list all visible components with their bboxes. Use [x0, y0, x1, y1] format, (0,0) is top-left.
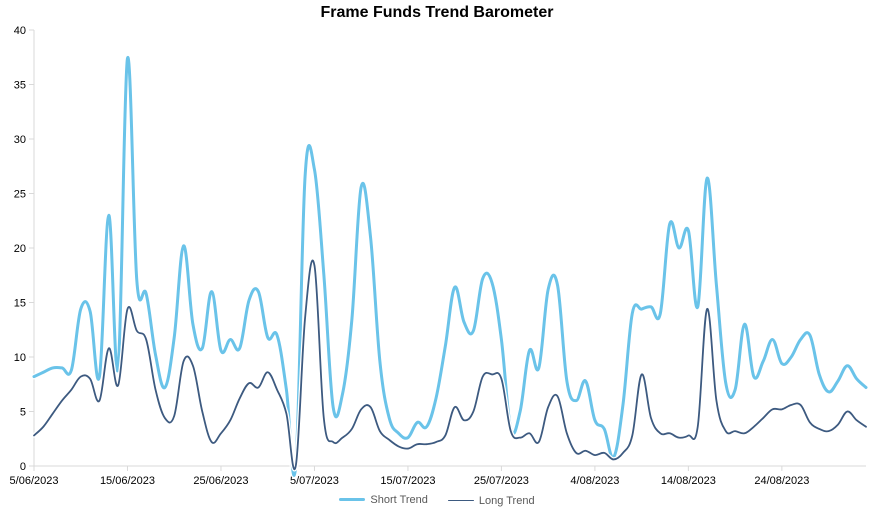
chart-container: Frame Funds Trend Barometer 051015202530…: [0, 0, 874, 518]
svg-text:5/07/2023: 5/07/2023: [290, 475, 339, 487]
svg-text:5/06/2023: 5/06/2023: [10, 475, 59, 487]
legend-label: Short Trend: [370, 494, 427, 506]
svg-text:0: 0: [20, 461, 26, 473]
svg-text:24/08/2023: 24/08/2023: [754, 475, 809, 487]
svg-text:25: 25: [14, 189, 26, 201]
chart-plot: 0 5 10 15 20 25 30 35 40 5/06/2023 15/06/2023 25/06…: [0, 0, 874, 518]
legend-item-short-trend: Short Trend: [339, 494, 427, 506]
svg-text:35: 35: [14, 80, 26, 92]
legend-label: Long Trend: [479, 495, 535, 507]
svg-text:5: 5: [20, 407, 26, 419]
svg-text:15/06/2023: 15/06/2023: [100, 475, 155, 487]
svg-text:15/07/2023: 15/07/2023: [380, 475, 435, 487]
svg-text:30: 30: [14, 134, 26, 146]
svg-text:14/08/2023: 14/08/2023: [661, 475, 716, 487]
svg-text:10: 10: [14, 352, 26, 364]
svg-text:4/08/2023: 4/08/2023: [570, 475, 619, 487]
svg-text:20: 20: [14, 243, 26, 255]
svg-text:25/07/2023: 25/07/2023: [474, 475, 529, 487]
svg-text:25/06/2023: 25/06/2023: [193, 475, 248, 487]
legend-swatch: [339, 498, 365, 501]
chart-legend: Short Trend Long Trend: [0, 492, 874, 507]
legend-swatch: [448, 500, 474, 501]
legend-item-long-trend: Long Trend: [448, 495, 535, 507]
svg-text:15: 15: [14, 298, 26, 310]
svg-text:40: 40: [14, 25, 26, 37]
